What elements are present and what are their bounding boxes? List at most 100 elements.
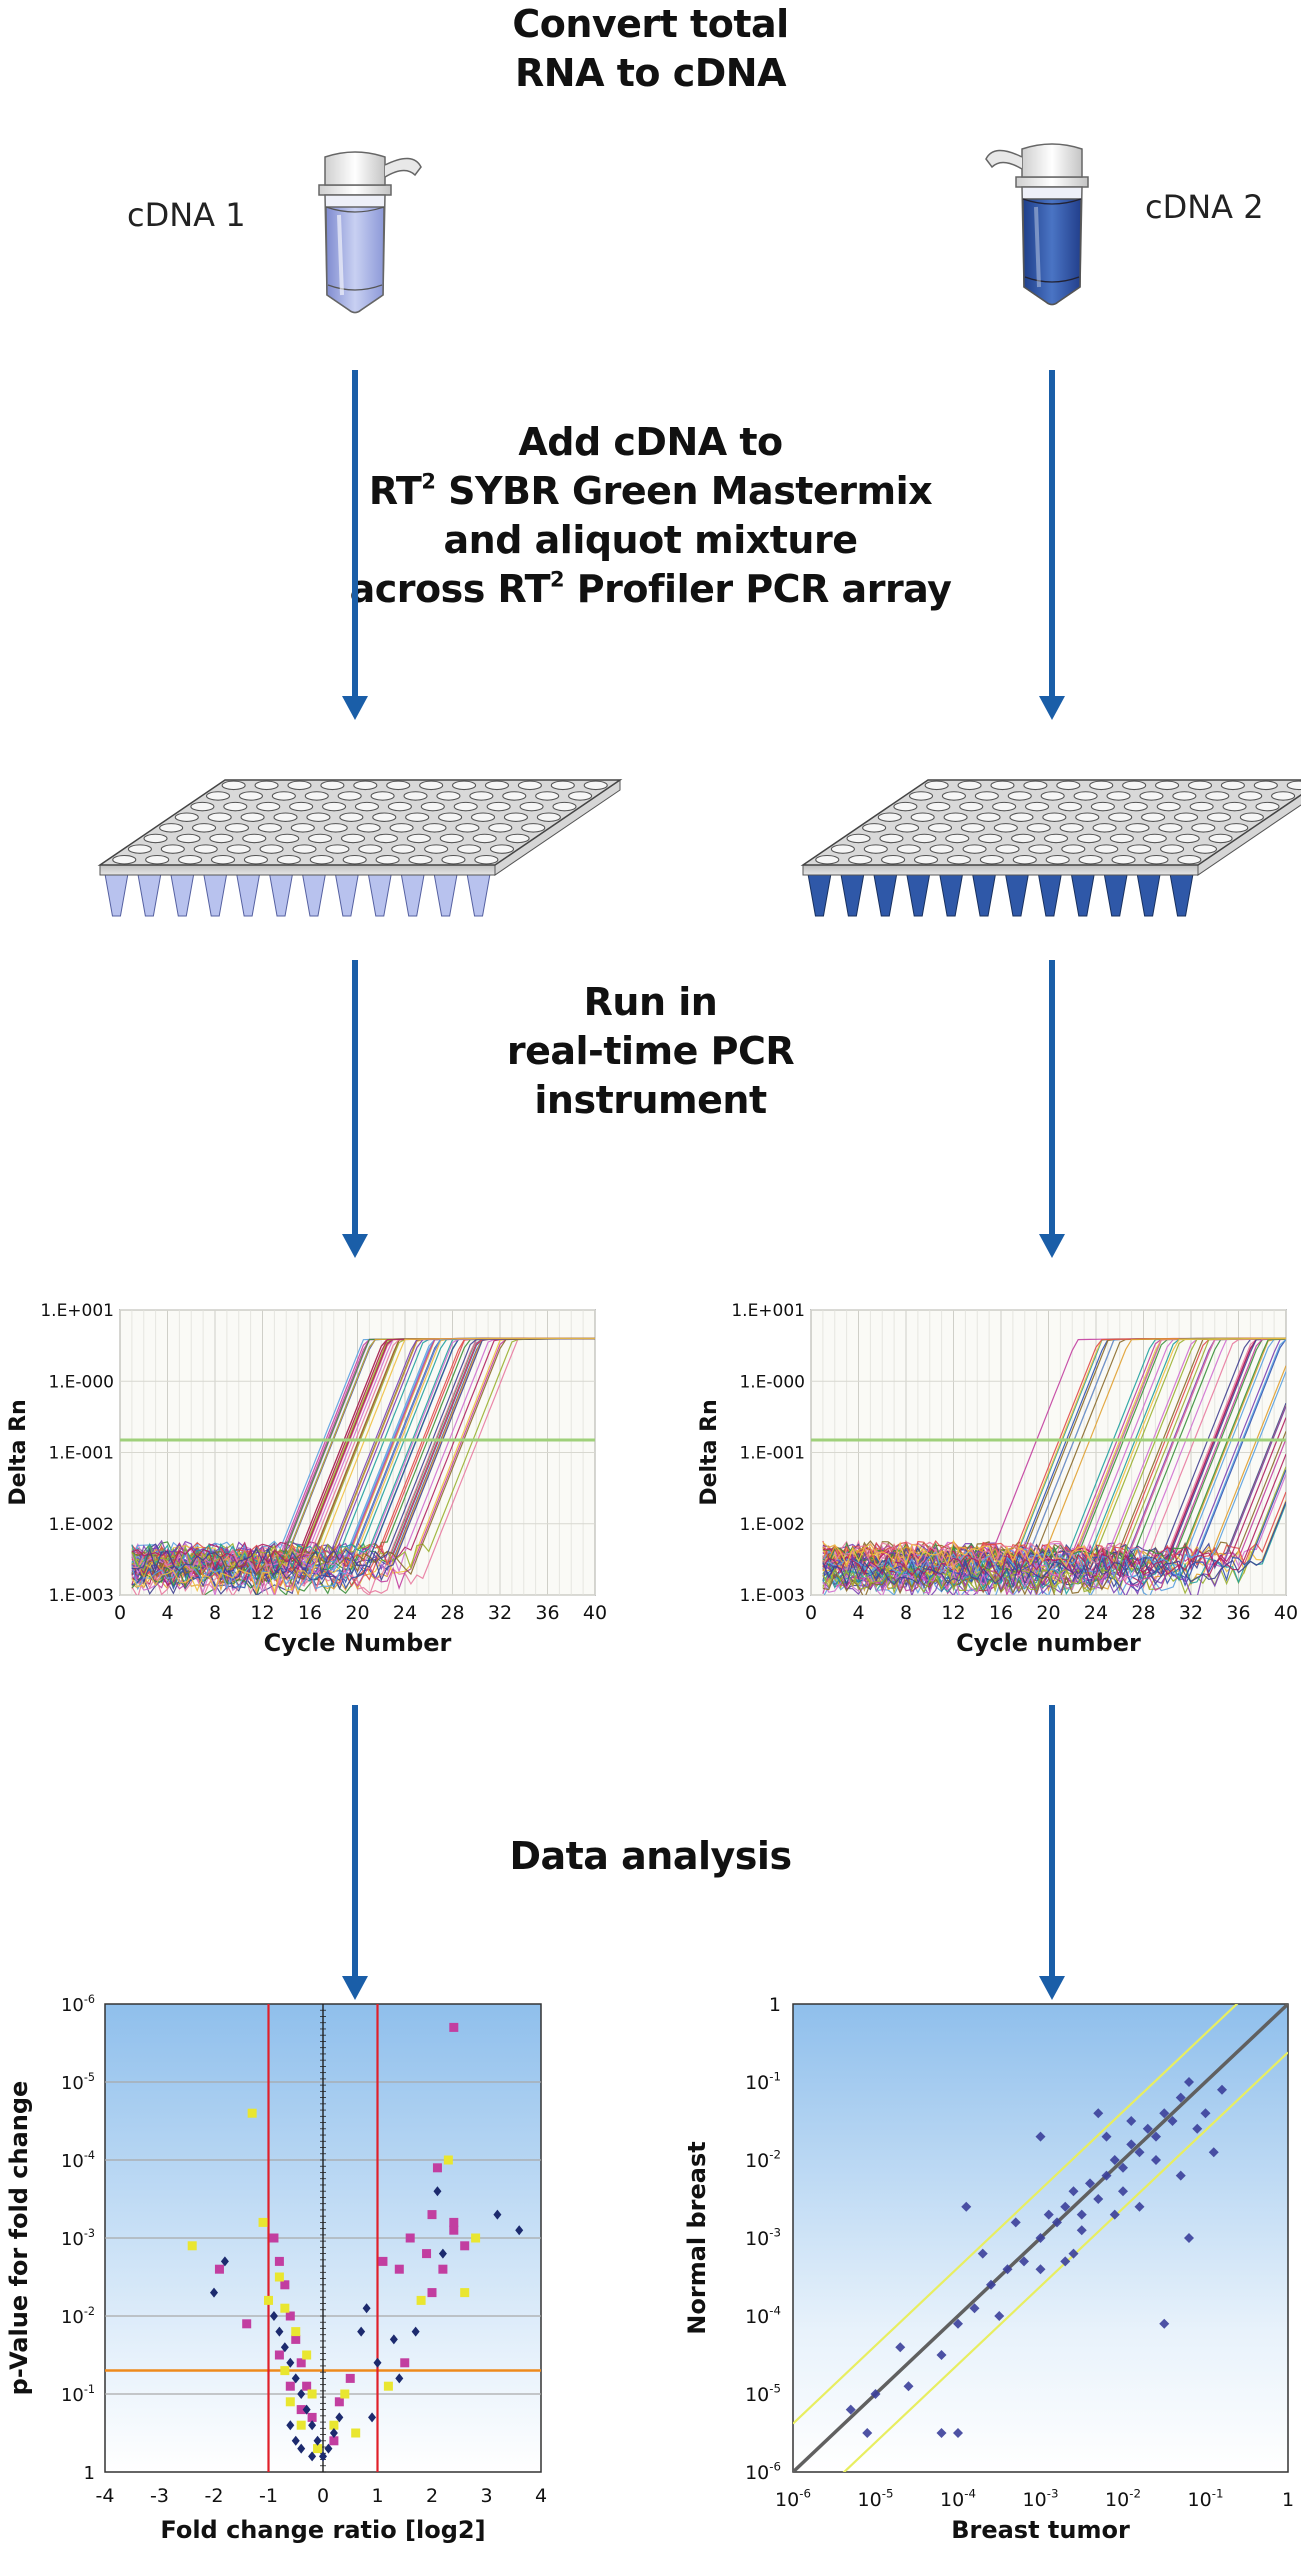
data-point — [1159, 2108, 1170, 2119]
plate-well — [1189, 801, 1214, 812]
plate-well — [881, 854, 906, 865]
data-point — [515, 2225, 524, 2236]
tick-base: 10 — [775, 2489, 799, 2511]
data-point — [460, 2288, 470, 2298]
tick-base: 10 — [745, 2462, 769, 2484]
data-point — [389, 2334, 398, 2345]
step1-heading: Convert total RNA to cDNA — [0, 0, 1301, 98]
x-tick-label: -4 — [96, 2485, 115, 2507]
plate-well — [1177, 854, 1202, 865]
data-point — [1118, 2162, 1128, 2173]
y-tick-label: 1.E-001 — [48, 1444, 114, 1464]
data-point — [1076, 2225, 1087, 2236]
plate-well — [1205, 791, 1230, 801]
tube-cdna1-icon — [318, 151, 422, 314]
plate-tube — [433, 870, 459, 917]
amplification-curves — [822, 1337, 1286, 1595]
plate-well — [1075, 812, 1100, 822]
plate-well — [391, 844, 416, 854]
plate-well — [469, 791, 494, 801]
plate-tube — [465, 870, 492, 917]
tick-exponent: -6 — [84, 1993, 95, 2006]
tick-exponent: -1 — [1212, 2486, 1224, 2500]
plate-tube — [971, 870, 997, 917]
data-point — [438, 2248, 447, 2259]
plate-well — [895, 823, 920, 833]
tick-exponent: -1 — [84, 2383, 95, 2396]
y-axis-label: p-Value for fold change — [5, 2081, 33, 2396]
plate-well — [489, 844, 515, 854]
x-tick-label: 10-1 — [1188, 2486, 1224, 2511]
plate-well — [1125, 823, 1150, 833]
plate-tube — [806, 870, 833, 917]
plate-tube — [872, 870, 898, 917]
y-tick-label: 1.E-000 — [48, 1372, 114, 1392]
data-point — [247, 2108, 257, 2118]
tick-exponent: -6 — [799, 2486, 811, 2500]
amplification-curve — [822, 1501, 1286, 1588]
plate-well — [322, 801, 347, 812]
fold-boundary-upper — [793, 2004, 1239, 2425]
data-point — [286, 2357, 295, 2368]
plate-well — [178, 854, 203, 865]
plate-well — [472, 833, 497, 844]
plate-well — [306, 812, 331, 822]
plate-well — [290, 823, 315, 833]
plate-well — [1025, 801, 1050, 812]
data-point — [1068, 2248, 1079, 2259]
data-point — [1035, 2264, 1046, 2275]
plate-well — [1094, 844, 1119, 854]
x-tick-label: 12 — [250, 1602, 274, 1624]
data-point — [1126, 2139, 1137, 2150]
tube-cdna2-icon — [985, 143, 1089, 306]
plate-well — [830, 844, 855, 854]
plate-top — [97, 779, 623, 866]
plate-well — [370, 791, 395, 801]
plate-well — [1111, 854, 1136, 865]
data-point — [427, 2288, 437, 2298]
data-point — [340, 2389, 350, 2399]
plate-well — [1255, 801, 1280, 812]
data-point — [1208, 2147, 1219, 2158]
plate-well — [1106, 791, 1131, 801]
plate-well — [568, 791, 593, 801]
plate-well — [979, 854, 1004, 865]
sample-label-right: cDNA 2 — [1145, 188, 1264, 226]
data-point — [296, 2358, 306, 2368]
y-tick-label: 10-3 — [745, 2225, 781, 2250]
plate-well — [924, 780, 949, 791]
plate-well — [550, 780, 575, 791]
data-point — [302, 2350, 312, 2360]
data-point — [1076, 2209, 1087, 2220]
amplification-curve — [822, 1338, 1286, 1574]
data-point — [291, 2327, 301, 2337]
plate-well — [1127, 844, 1152, 854]
tick-base: 10 — [61, 2307, 84, 2328]
tick-exponent: -3 — [84, 2227, 95, 2240]
plate-well — [470, 812, 496, 822]
data-point — [324, 2443, 333, 2454]
data-point — [936, 2350, 947, 2360]
tick-exponent: -4 — [964, 2486, 976, 2500]
plate-well — [474, 854, 499, 865]
plate-well — [1059, 823, 1084, 833]
plate-well — [289, 801, 314, 812]
data-point — [258, 2217, 268, 2227]
plate-well — [292, 844, 317, 854]
y-tick-label: 1.E-002 — [48, 1515, 114, 1535]
data-point — [1010, 2217, 1021, 2228]
plate-well — [913, 854, 939, 865]
plate-well — [877, 812, 902, 822]
arrow-head — [342, 1976, 368, 2000]
x-tick-label: -2 — [205, 2485, 224, 2507]
data-point — [961, 2201, 972, 2212]
step2-heading: Add cDNA to RT2 SYBR Green Mastermix and… — [0, 418, 1301, 614]
plate-well — [1057, 801, 1083, 812]
x-tick-label: 10-6 — [775, 2486, 811, 2511]
y-axis-label: Delta Rn — [6, 1399, 31, 1505]
data-point — [214, 2264, 224, 2274]
plate-well — [438, 812, 463, 822]
plate-tube — [1004, 870, 1030, 917]
plate-well — [193, 844, 218, 854]
plate-well — [1156, 801, 1181, 812]
